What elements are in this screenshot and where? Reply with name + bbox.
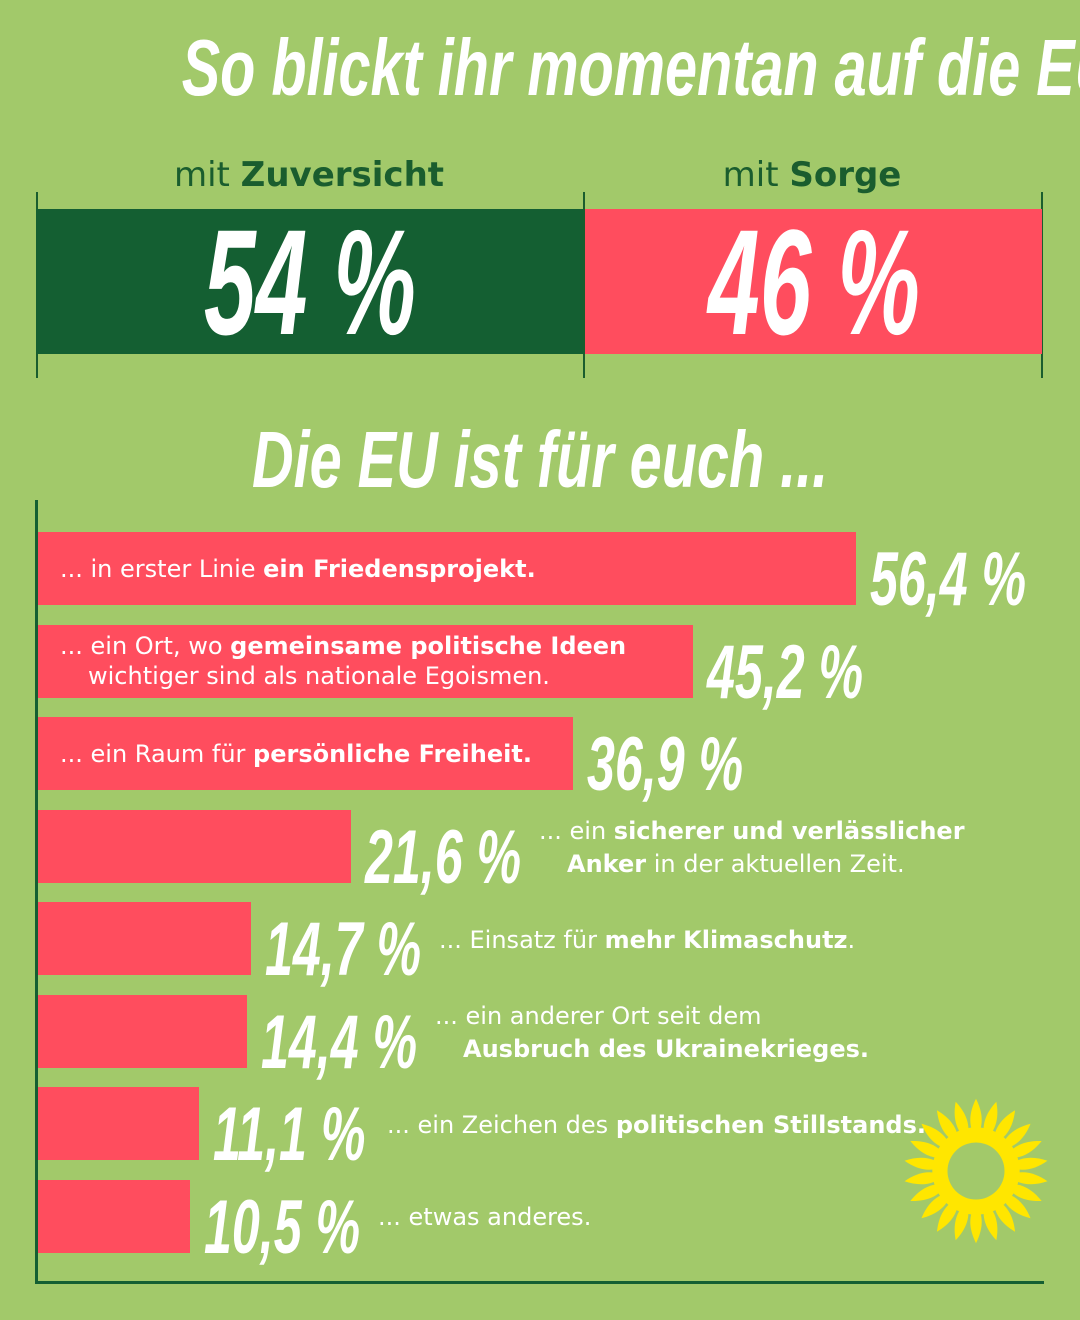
page-title: So blickt ihr momentan auf die EU — [181, 23, 1080, 112]
value-label-5: 14,7 % — [265, 907, 422, 992]
bar-2 — [38, 624, 693, 698]
category-label-1: ... in erster Linie ein Friedensprojekt. — [60, 554, 536, 583]
category-label-8: ... etwas anderes. — [378, 1203, 592, 1232]
bar-6 — [38, 994, 247, 1068]
top-split-bar: 54 % 46 % — [36, 192, 1043, 378]
label-zuversicht: mit Zuversicht — [173, 155, 445, 195]
tick-right — [1041, 192, 1043, 378]
value-label-8: 10,5 % — [204, 1184, 361, 1270]
category-label-4: ... ein sicherer und verlässlicher Anker … — [539, 816, 965, 878]
value-label-7: 11,1 % — [213, 1092, 366, 1177]
axis-horizontal — [35, 1281, 1044, 1284]
value-zuversicht: 54 % — [203, 197, 416, 366]
bar-3 — [38, 717, 573, 790]
chart-subtitle: Die EU ist für euch ... — [251, 415, 829, 504]
axis-vertical — [35, 500, 38, 1284]
sunflower-logo-icon — [904, 1098, 1048, 1244]
label-sorge: mit Sorge — [722, 155, 902, 195]
value-label-1: 56,4 % — [870, 537, 1027, 622]
bar-1 — [38, 532, 856, 605]
category-label-7: ... ein Zeichen des politischen Stillsta… — [387, 1110, 927, 1139]
bar-7 — [38, 1087, 199, 1160]
bar-sorge: 46 % — [585, 197, 1042, 366]
bar-8 — [38, 1179, 190, 1253]
value-label-4: 21,6 % — [365, 814, 522, 900]
category-label-3: ... ein Raum für persönliche Freiheit. — [60, 739, 532, 768]
category-label-5: ... Einsatz für mehr Klimaschutz. — [439, 925, 856, 954]
value-sorge: 46 % — [707, 197, 920, 366]
value-label-2: 45,2 % — [707, 629, 864, 715]
category-label-6: ... ein anderer Ort seit dem Ausbruch des… — [435, 1001, 870, 1063]
bar-4 — [38, 809, 351, 883]
bar-5 — [38, 902, 251, 975]
tick-middle — [583, 192, 585, 378]
value-label-3: 36,9 % — [587, 722, 744, 807]
value-label-6: 14,4 % — [261, 999, 418, 1085]
bar-zuversicht: 54 % — [36, 197, 583, 366]
category-label-2: ... ein Ort, wo gemeinsame politische Id… — [60, 632, 627, 690]
sunflower-center — [947, 1142, 1005, 1200]
